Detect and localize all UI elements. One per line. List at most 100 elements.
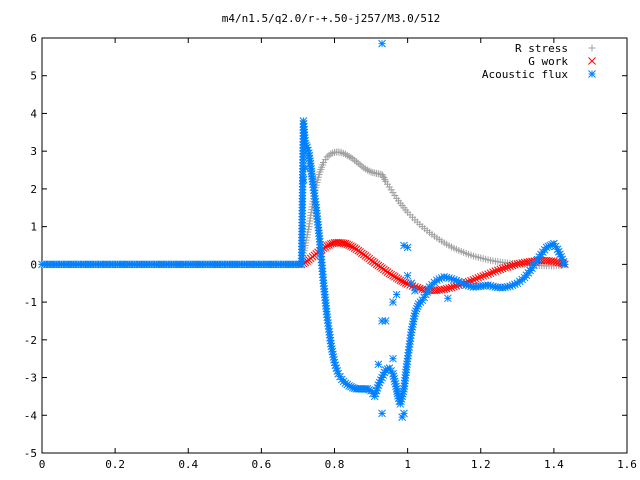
data-point bbox=[501, 263, 509, 272]
data-point bbox=[345, 152, 353, 160]
data-point bbox=[365, 167, 373, 175]
data-point bbox=[486, 269, 495, 278]
y-axis: -5 -4 -3 -2 -1 0 1 2 3 4 5 6 bbox=[24, 32, 627, 460]
data-point bbox=[506, 262, 514, 271]
data-point bbox=[508, 261, 517, 270]
data-point bbox=[363, 166, 371, 174]
data-point bbox=[503, 263, 512, 271]
y-tick-label: -1 bbox=[24, 296, 37, 309]
series-layer bbox=[38, 39, 569, 422]
data-point bbox=[396, 276, 405, 285]
data-point bbox=[496, 265, 505, 274]
data-point bbox=[511, 260, 519, 269]
x-tick-label: 0.6 bbox=[251, 458, 271, 471]
data-point bbox=[362, 165, 370, 173]
data-point bbox=[351, 156, 359, 164]
data-point bbox=[369, 168, 377, 176]
data-point bbox=[345, 241, 353, 249]
x-axis: 0 0.2 0.4 0.6 0.8 1 1.2 1.4 1.6 bbox=[39, 38, 637, 471]
data-point bbox=[513, 260, 522, 268]
x-tick-label: 0.2 bbox=[105, 458, 125, 471]
data-point bbox=[407, 279, 416, 288]
x-tick-label: 1.6 bbox=[617, 458, 637, 471]
data-point bbox=[491, 267, 500, 276]
data-point bbox=[349, 155, 357, 163]
y-tick-label: -2 bbox=[24, 334, 37, 347]
data-point bbox=[389, 298, 397, 306]
data-point bbox=[469, 275, 478, 284]
data-point bbox=[443, 294, 452, 303]
data-point bbox=[340, 149, 348, 157]
data-point bbox=[378, 409, 386, 418]
y-tick-label: 5 bbox=[30, 70, 37, 83]
data-point bbox=[474, 273, 483, 282]
x-tick-label: 1 bbox=[404, 458, 411, 471]
legend-marker bbox=[588, 57, 596, 65]
data-point bbox=[472, 274, 480, 283]
data-point bbox=[323, 242, 332, 250]
y-tick-label: 6 bbox=[30, 32, 37, 45]
data-point bbox=[550, 257, 558, 266]
data-point bbox=[476, 272, 485, 281]
y-tick-label: 3 bbox=[30, 145, 37, 158]
data-point bbox=[360, 164, 368, 172]
y-tick-label: 2 bbox=[30, 183, 37, 196]
data-point bbox=[347, 154, 355, 162]
data-point bbox=[498, 264, 507, 273]
data-point bbox=[367, 168, 375, 176]
y-tick-label: -4 bbox=[24, 409, 38, 422]
data-point bbox=[347, 242, 355, 250]
data-point bbox=[343, 151, 351, 159]
data-point bbox=[481, 271, 490, 279]
data-point bbox=[551, 242, 560, 251]
data-point bbox=[447, 283, 456, 292]
data-point bbox=[533, 255, 542, 264]
data-point bbox=[489, 268, 497, 277]
data-point bbox=[356, 161, 364, 169]
data-point bbox=[411, 286, 419, 295]
legend-marker bbox=[588, 44, 596, 52]
data-point bbox=[381, 317, 390, 325]
data-point bbox=[325, 151, 333, 159]
data-point bbox=[515, 259, 524, 268]
data-point bbox=[479, 272, 488, 280]
data-point bbox=[437, 285, 446, 294]
y-tick-label: -5 bbox=[24, 447, 37, 460]
x-tick-label: 1.4 bbox=[544, 458, 564, 471]
data-point bbox=[392, 290, 401, 299]
data-point bbox=[354, 159, 362, 167]
data-point bbox=[560, 260, 569, 269]
legend-label: Acoustic flux bbox=[482, 68, 568, 81]
legend-label: G work bbox=[528, 55, 568, 68]
data-point bbox=[400, 278, 408, 286]
data-point bbox=[378, 171, 386, 179]
data-point bbox=[336, 372, 344, 381]
data-point bbox=[403, 271, 412, 280]
data-point bbox=[301, 164, 310, 173]
data-point bbox=[352, 158, 360, 166]
data-point bbox=[440, 285, 449, 294]
data-point bbox=[299, 175, 308, 184]
legend-label: R stress bbox=[515, 42, 568, 55]
y-tick-label: 1 bbox=[30, 221, 37, 234]
data-point bbox=[445, 284, 453, 292]
data-point bbox=[398, 413, 406, 422]
data-point bbox=[493, 266, 502, 275]
x-tick-label: 0 bbox=[39, 458, 46, 471]
legend-marker bbox=[588, 70, 596, 78]
data-point bbox=[358, 162, 366, 170]
data-point bbox=[442, 284, 451, 293]
data-point bbox=[329, 149, 337, 157]
data-point bbox=[374, 360, 383, 369]
y-tick-label: 4 bbox=[30, 107, 37, 120]
data-point bbox=[379, 172, 387, 180]
series-acoustic-flux bbox=[38, 39, 569, 422]
data-point bbox=[389, 354, 397, 363]
x-tick-label: 0.4 bbox=[178, 458, 198, 471]
y-tick-label: 0 bbox=[30, 258, 37, 271]
data-point bbox=[341, 150, 349, 158]
chart-title: m4/n1.5/q2.0/r-+.50-j257/M3.0/512 bbox=[222, 12, 441, 25]
data-point bbox=[323, 153, 331, 161]
data-point bbox=[403, 243, 412, 252]
